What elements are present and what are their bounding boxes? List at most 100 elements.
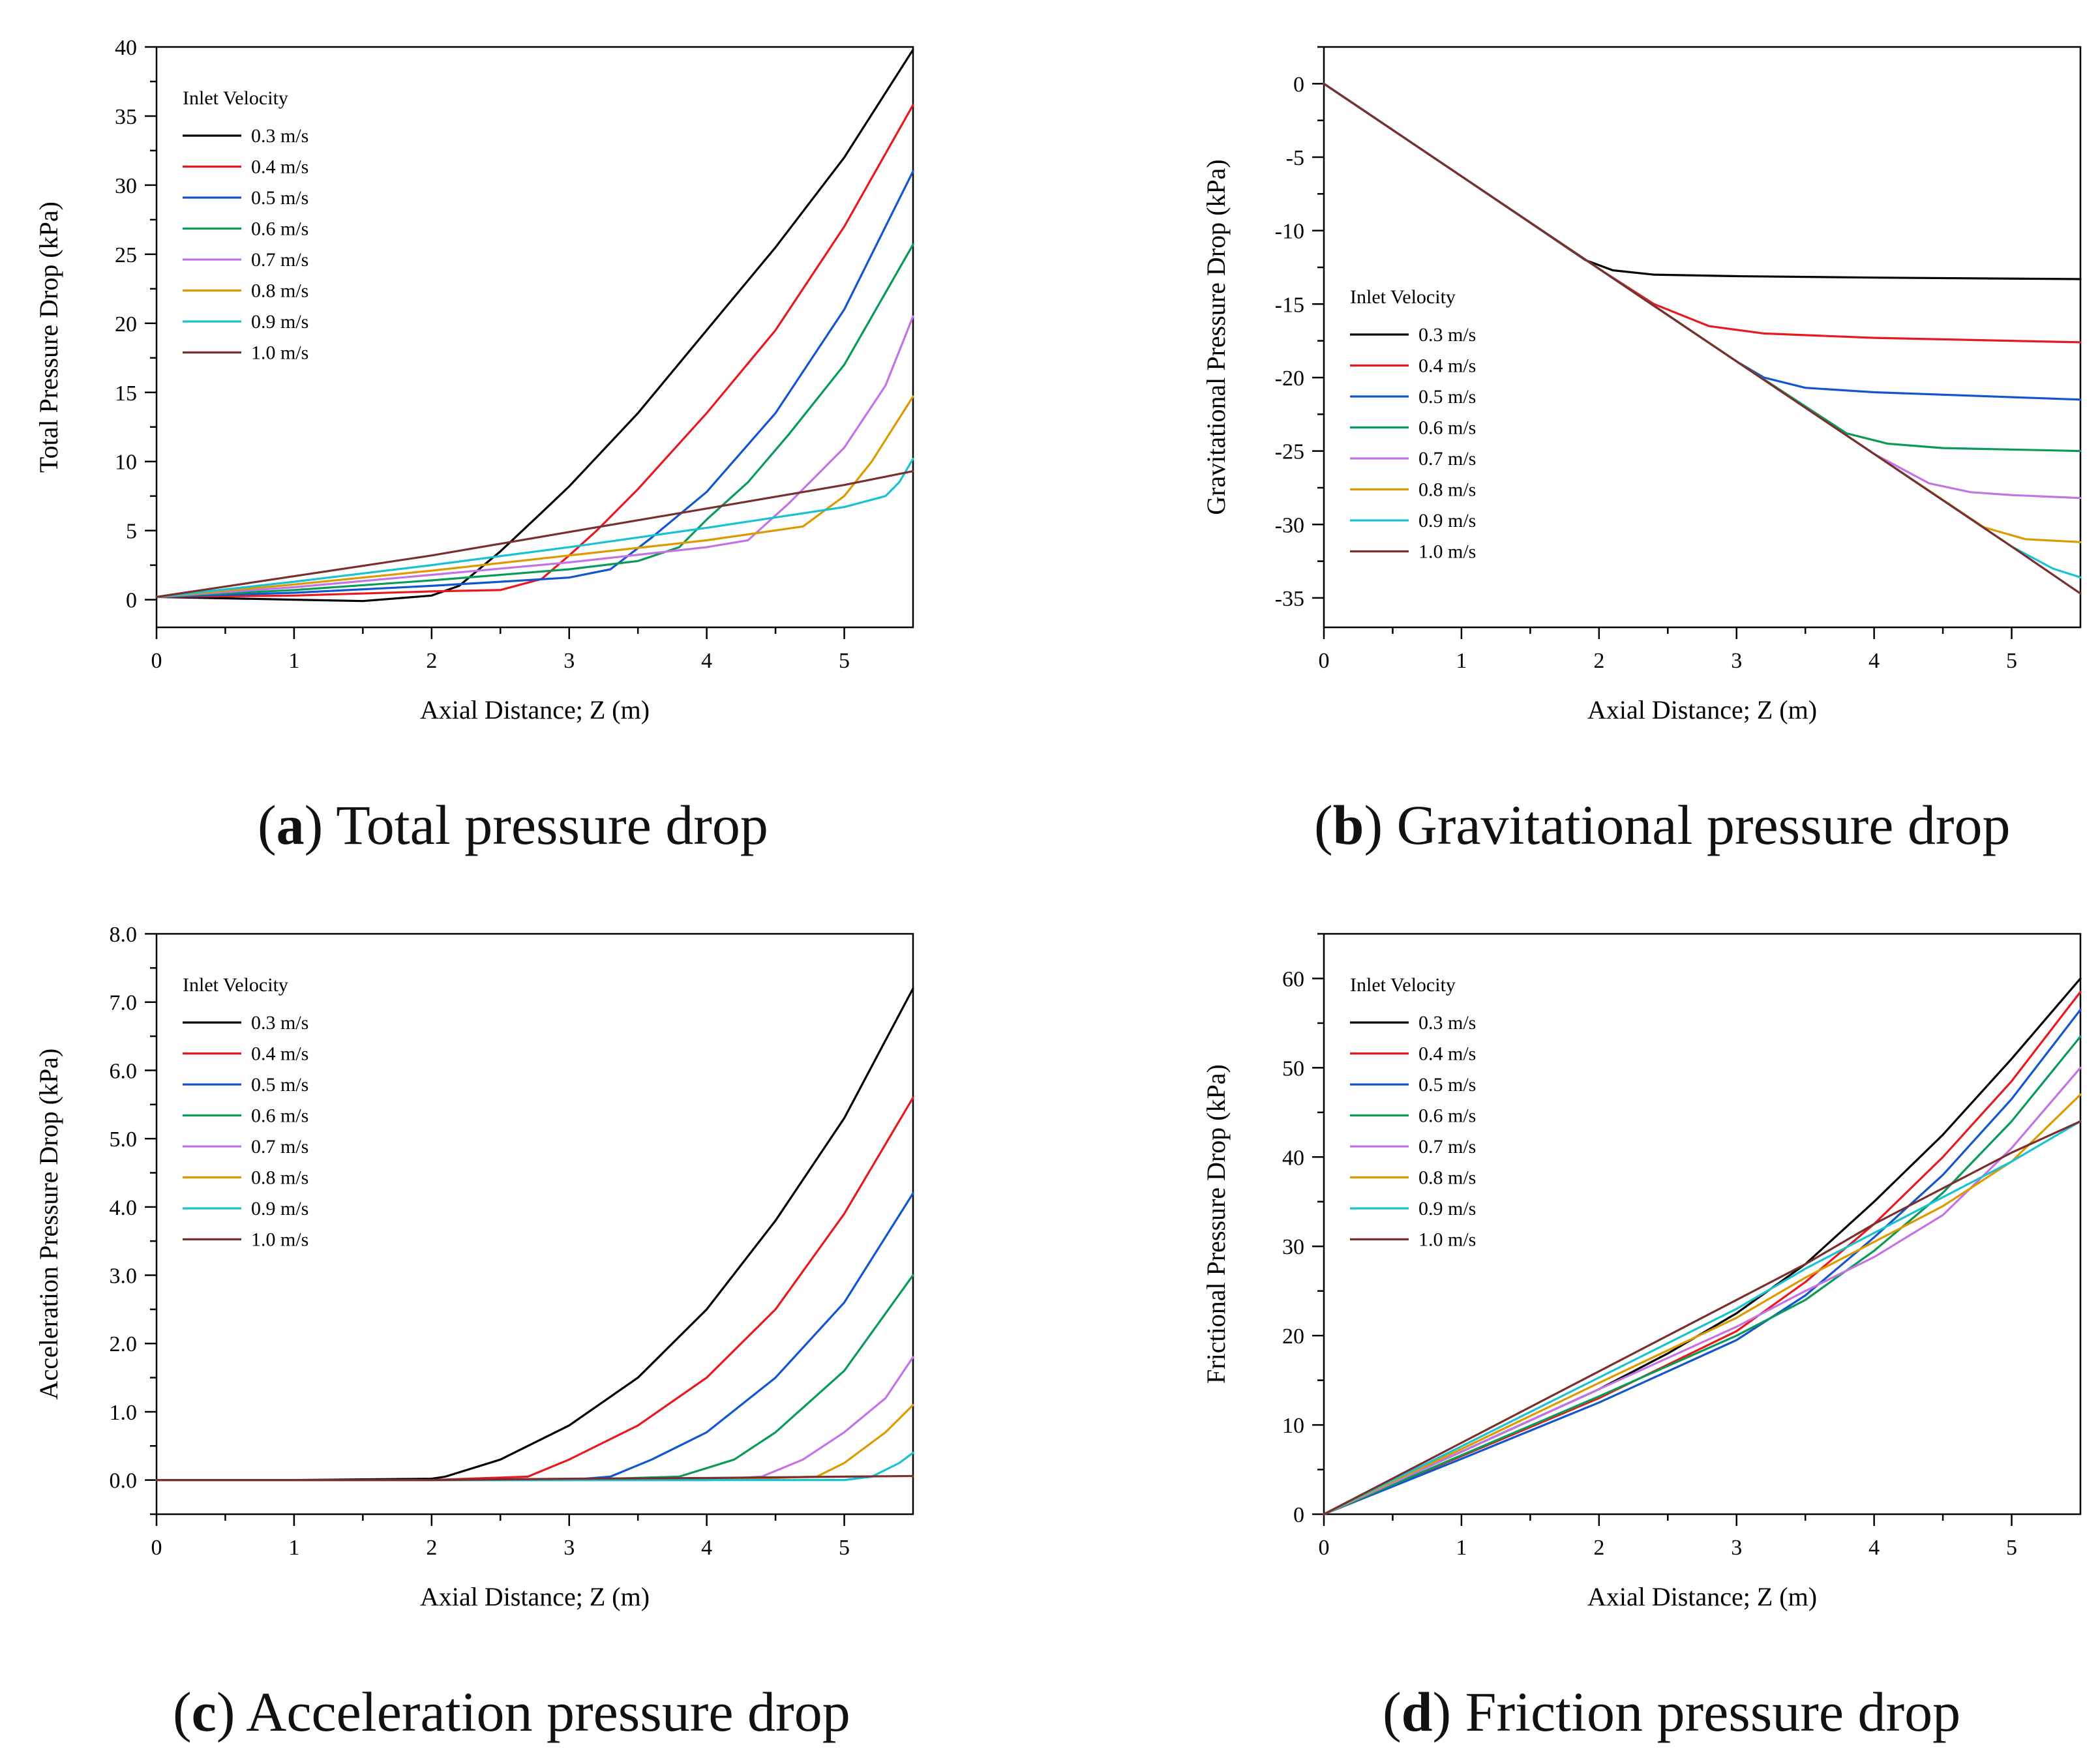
chart-d-y-tick-label: 30 [1282,1235,1304,1259]
chart-a-y-tick-label: 15 [115,381,137,406]
chart-c-y-tick-label: 8.0 [110,923,138,947]
chart-d-series-line [1323,991,2082,1516]
chart-a-x-tick-label: 0 [151,649,162,673]
chart-d-x-tick-label: 4 [1868,1536,1880,1560]
chart-a-x-tick-label: 4 [701,649,712,673]
chart-a-legend-label: 0.6 m/s [251,218,308,240]
chart-c-legend-label: 0.8 m/s [251,1167,308,1189]
chart-d-y-tick-label: 20 [1282,1324,1304,1349]
chart-c-legend-label: 0.5 m/s [251,1074,308,1096]
chart-d-y-tick-label: 50 [1282,1056,1304,1081]
chart-b-series-line [1323,82,2082,280]
chart-b-y-tick-label: -15 [1275,293,1304,317]
chart-a-series-line [155,104,914,599]
chart-c-y-tick-label: 2.0 [110,1332,138,1356]
chart-c-x-axis-title: Axial Distance; Z (m) [420,1582,650,1611]
chart-c-series-line [155,1452,914,1482]
chart-d-x-tick-label: 5 [2006,1536,2017,1560]
chart-c-plot-frame [155,933,914,1516]
chart-b-series-line [1323,82,2082,401]
chart-b-legend-label: 0.3 m/s [1418,324,1476,346]
chart-a-series-line [155,457,914,599]
chart-a-legend-label: 0.5 m/s [251,187,308,209]
chart-d-plot-frame [1323,933,2082,1516]
chart-c-legend-label: 0.4 m/s [251,1043,308,1065]
chart-a-x-tick-label: 1 [288,649,299,673]
chart-b-legend-label: 0.9 m/s [1418,510,1476,531]
chart-a-caption-letter: a [276,794,305,856]
chart-a-legend-label: 0.9 m/s [251,311,308,333]
chart-c-caption-letter: c [191,1680,217,1743]
chart-d-series-line [1323,1120,2082,1516]
chart-c-x-tick-label: 2 [426,1536,437,1560]
chart-b-y-axis-title: Gravitational Pressure Drop (kPa) [1201,159,1231,515]
chart-a-svg: 0 1 2 3 4 5 0 5 10 15 20 25 30 35 40 Axial Distance; Z … [34,36,914,724]
chart-b-y-tick-label: -10 [1275,220,1304,244]
chart-a-legend-title: Inlet Velocity [183,87,288,109]
chart-c-y-tick-label: 0.0 [110,1469,138,1493]
chart-d-caption-text: Friction pressure drop [1465,1680,1961,1743]
chart-c-y-tick-label: 5.0 [110,1127,138,1152]
chart-c-x-tick-label: 0 [151,1536,162,1560]
chart-c-legend-title: Inlet Velocity [183,974,288,996]
chart-d-legend-label: 0.8 m/s [1418,1167,1476,1189]
chart-a-series-line [155,315,914,599]
chart-a-y-tick-label: 10 [115,451,137,475]
chart-a-series-line [155,470,914,599]
chart-a-legend-label: 0.3 m/s [251,125,308,147]
chart-b-caption-text: Gravitational pressure drop [1396,794,2011,856]
chart-c-series-line [155,1474,914,1482]
chart-d-legend-label: 0.9 m/s [1418,1198,1476,1219]
chart-b-series-line [1323,82,2082,543]
chart-d-legend-label: 0.4 m/s [1418,1043,1476,1065]
chart-c-svg: 0 1 2 3 4 5 0.0 1.0 2.0 3.0 4.0 5.0 6.0 7.0 8.0 Axial D… [34,923,914,1611]
chart-c-legend-label: 0.3 m/s [251,1012,308,1034]
chart-b-x-tick-label: 5 [2006,649,2017,673]
chart-d-series-line [1323,1120,2082,1516]
chart-d-series-line [1323,1093,2082,1516]
chart-b-x-tick-label: 3 [1731,649,1742,673]
chart-d-legend-label: 0.3 m/s [1418,1012,1476,1034]
chart-d-legend-label: 0.6 m/s [1418,1105,1476,1127]
chart-a-y-tick-label: 40 [115,36,137,60]
chart-c-series-line [155,1356,914,1482]
chart-d-caption: (d) Friction pressure drop [1383,1680,1961,1743]
chart-d-x-tick-label: 3 [1731,1536,1742,1560]
chart-d-y-tick-label: 10 [1282,1414,1304,1438]
chart-c-x-tick-label: 1 [288,1536,299,1560]
chart-a-caption-text: Total pressure drop [336,794,768,856]
chart-b-x-axis-title: Axial Distance; Z (m) [1587,695,1817,724]
chart-a-series-line [155,243,914,599]
chart-a-series-line [155,395,914,599]
chart-a-x-tick-label: 5 [839,649,850,673]
chart-c-legend-label: 0.9 m/s [251,1198,308,1219]
chart-a-legend-label: 0.4 m/s [251,157,308,178]
chart-d-legend-label: 1.0 m/s [1418,1229,1476,1251]
chart-c-y-tick-label: 4.0 [110,1196,138,1220]
chart-c-y-tick-label: 1.0 [110,1401,138,1425]
chart-d-series-line [1323,1035,2082,1516]
chart-b-y-tick-label: -25 [1275,440,1304,464]
chart-a-y-tick-label: 30 [115,174,137,198]
chart-d-y-tick-label: 60 [1282,967,1304,991]
chart-d-caption-letter: d [1401,1680,1433,1743]
chart-d-series-line [1323,1066,2082,1516]
chart-c-x-tick-label: 5 [839,1536,850,1560]
chart-c-y-tick-label: 3.0 [110,1264,138,1289]
chart-a-y-tick-label: 20 [115,312,137,336]
chart-b-legend-title: Inlet Velocity [1350,286,1456,308]
chart-c-y-tick-label: 6.0 [110,1059,138,1083]
chart-b-y-tick-label: -35 [1275,587,1304,611]
chart-a-x-axis-title: Axial Distance; Z (m) [420,695,650,724]
chart-a-y-axis-title: Total Pressure Drop (kPa) [34,202,63,473]
chart-b-legend-label: 0.5 m/s [1418,386,1476,408]
chart-b-plot-frame [1323,46,2082,629]
chart-a-y-tick-label: 5 [126,520,137,544]
chart-c-legend-label: 1.0 m/s [251,1229,308,1251]
chart-b-series-line [1323,82,2082,595]
chart-a-legend-label: 0.7 m/s [251,249,308,271]
chart-d-x-tick-label: 2 [1593,1536,1604,1560]
chart-c-y-axis-title: Acceleration Pressure Drop (kPa) [34,1049,63,1400]
chart-b-legend-label: 0.4 m/s [1418,355,1476,377]
